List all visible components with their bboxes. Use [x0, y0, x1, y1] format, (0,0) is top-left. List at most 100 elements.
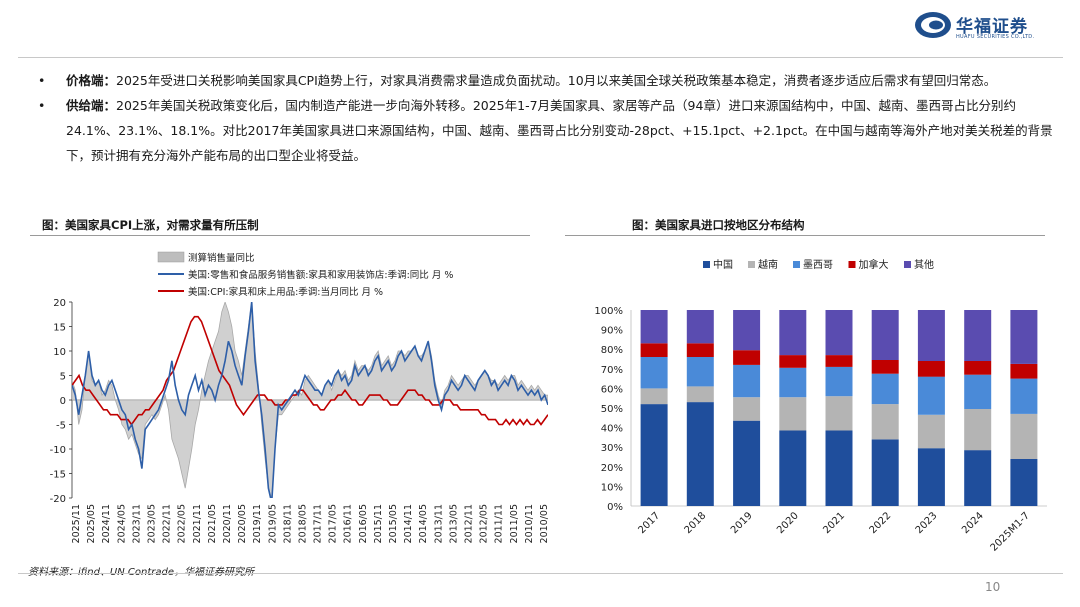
bar-segment — [779, 430, 807, 506]
x-tick-label: 2019/11 — [252, 504, 263, 543]
x-tick-label: 2024 — [960, 510, 986, 536]
logo-subtitle: HUAFU SECURITIES CO.,LTD. — [956, 34, 1035, 40]
legend-swatch — [703, 261, 710, 268]
bar-segment — [779, 397, 807, 431]
logo-emblem-icon — [915, 12, 951, 38]
x-tick-label: 2013/11 — [433, 504, 444, 543]
y-tick-label: 20% — [601, 463, 623, 474]
bar-segment — [825, 366, 853, 397]
x-tick-label: 2022/05 — [177, 504, 188, 543]
y-tick-label: 60% — [601, 384, 623, 395]
legend-label: 墨西哥 — [803, 259, 833, 271]
y-tick-label: 100% — [594, 306, 623, 317]
x-tick-label: 2011/11 — [494, 504, 505, 543]
x-tick-label: 2023 — [914, 510, 940, 536]
x-tick-label: 2022 — [868, 510, 894, 536]
y-tick-label: 10% — [601, 482, 623, 493]
y-tick-label: 40% — [601, 424, 623, 435]
bar-segment — [825, 355, 853, 367]
x-tick-label: 2018/05 — [298, 504, 309, 543]
bar-segment — [1010, 459, 1038, 506]
x-tick-label: 2020/05 — [237, 504, 248, 543]
legend-swatch — [848, 261, 856, 268]
x-tick-label: 2015/11 — [373, 504, 384, 543]
x-tick-label: 2023/05 — [147, 504, 158, 543]
bullet-text: 2025年美国关税政策变化后，国内制造产能进一步向海外转移。2025年1-7月美… — [66, 98, 1053, 163]
x-tick-label: 2016/11 — [343, 504, 354, 543]
bar-segment — [640, 388, 668, 405]
x-tick-label: 2024/05 — [116, 504, 127, 543]
bar-segment — [686, 402, 714, 506]
x-tick-label: 2024/11 — [101, 504, 112, 543]
y-tick-label: 50% — [601, 404, 623, 415]
y-tick-label: 80% — [601, 345, 623, 356]
logo-name: 华福证券 — [956, 17, 1028, 37]
bar-segment — [1010, 310, 1038, 364]
bar-segment — [640, 310, 668, 344]
plot-area — [72, 302, 548, 498]
bullet-text: 2025年受进口关税影响美国家具CPI趋势上行，对家具消费需求量造成负面扰动。1… — [116, 73, 997, 88]
bar-segment — [917, 414, 945, 449]
bullet-list: • 价格端：2025年受进口关税影响美国家具CPI趋势上行，对家具消费需求量造成… — [38, 68, 1058, 168]
bullet-price: • 价格端：2025年受进口关税影响美国家具CPI趋势上行，对家具消费需求量造成… — [38, 68, 1058, 93]
import-structure-bar-chart: 中国 越南 墨西哥 加拿大 其他 100% 90% 80% 70% 60% 50% 40% 30% 20%… — [594, 258, 1047, 554]
page-number: 10 — [985, 580, 1001, 594]
bullet-marker: • — [38, 98, 46, 113]
bar-segment — [779, 310, 807, 356]
bar-segment — [686, 386, 714, 403]
x-tick-label: 2021/11 — [192, 504, 203, 543]
y-tick-label: 90% — [601, 326, 623, 337]
bar-segment — [917, 361, 945, 377]
header-divider — [18, 57, 1063, 58]
x-tick-label: 2014/05 — [418, 504, 429, 543]
bar-segment — [733, 364, 761, 398]
y-tick-label: 30% — [601, 443, 623, 454]
y-tick-label: 0 — [60, 396, 66, 407]
bullet-marker: • — [38, 73, 46, 88]
right-chart-title-rule — [565, 235, 1045, 236]
x-tick-label: 2025/11 — [71, 504, 82, 543]
bar-segment — [871, 310, 899, 360]
bar-segment — [871, 373, 899, 405]
bar-segment — [917, 448, 945, 506]
x-tick-label: 2012/05 — [479, 504, 490, 543]
x-tick-label: 2025/05 — [86, 504, 97, 543]
y-tick-label: 10 — [53, 347, 66, 358]
huafu-logo: 华福证券 HUAFU SECURITIES CO.,LTD. — [914, 10, 1070, 44]
legend-label: 美国:CPI:家具和床上用品:季调:当月同比 月 % — [188, 286, 383, 298]
bar-segment — [871, 439, 899, 506]
bar-segment — [917, 310, 945, 361]
bar-segment — [964, 374, 992, 409]
x-tick-label: 2010/05 — [539, 504, 550, 543]
x-tick-label: 2021/05 — [207, 504, 218, 543]
x-tick-label: 2012/11 — [464, 504, 475, 543]
bar-segment — [640, 357, 668, 389]
bar-segment — [1010, 413, 1038, 459]
bullet-label: 供给端： — [66, 98, 117, 113]
legend-swatch-sales — [157, 251, 185, 263]
x-tick-label: 2022/11 — [162, 504, 173, 543]
y-tick-label: 15 — [53, 323, 66, 334]
bar-segment — [640, 343, 668, 357]
bar-segment — [825, 310, 853, 356]
bar-segment — [1010, 378, 1038, 414]
y-tick-label: -20 — [50, 494, 66, 505]
x-tick-label: 2015/05 — [388, 504, 399, 543]
y-tick-label: 5 — [60, 372, 66, 383]
bar-segment — [733, 310, 761, 351]
x-tick-label: 2013/05 — [448, 504, 459, 543]
bar-segment — [686, 357, 714, 387]
legend-label: 其他 — [914, 258, 934, 271]
left-chart-title-rule — [30, 235, 530, 236]
x-tick-label: 2014/11 — [403, 504, 414, 543]
legend-label: 美国:零售和食品服务销售额:家具和家用装饰店:季调:同比 月 % — [188, 269, 453, 281]
right-chart-title: 图：美国家具进口按地区分布结构 — [632, 218, 805, 232]
x-tick-label: 2017/11 — [313, 504, 324, 543]
y-tick-label: -10 — [50, 445, 66, 456]
x-tick-label: 2016/05 — [358, 504, 369, 543]
bar-segment — [733, 397, 761, 421]
legend-label: 加拿大 — [859, 258, 889, 271]
legend-label: 越南 — [758, 258, 778, 271]
x-tick-label: 2018/11 — [282, 504, 293, 543]
